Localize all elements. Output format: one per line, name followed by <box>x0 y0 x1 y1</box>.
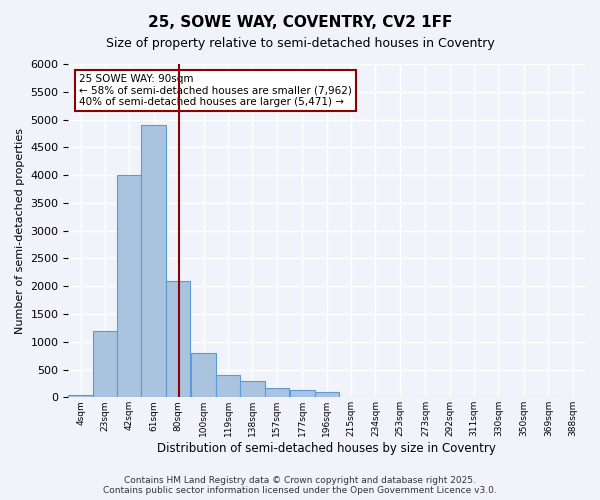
Text: Size of property relative to semi-detached houses in Coventry: Size of property relative to semi-detach… <box>106 38 494 51</box>
Bar <box>265 388 289 398</box>
Bar <box>142 125 166 398</box>
Text: 25 SOWE WAY: 90sqm
← 58% of semi-detached houses are smaller (7,962)
40% of semi: 25 SOWE WAY: 90sqm ← 58% of semi-detache… <box>79 74 352 107</box>
Bar <box>117 175 142 398</box>
Bar <box>314 392 339 398</box>
Bar <box>240 380 265 398</box>
Bar <box>191 353 216 398</box>
Text: Contains HM Land Registry data © Crown copyright and database right 2025.
Contai: Contains HM Land Registry data © Crown c… <box>103 476 497 495</box>
Bar <box>216 375 240 398</box>
Bar <box>166 280 190 398</box>
Bar <box>93 330 117 398</box>
Y-axis label: Number of semi-detached properties: Number of semi-detached properties <box>15 128 25 334</box>
Bar <box>290 390 314 398</box>
Bar <box>68 394 93 398</box>
Text: 25, SOWE WAY, COVENTRY, CV2 1FF: 25, SOWE WAY, COVENTRY, CV2 1FF <box>148 15 452 30</box>
X-axis label: Distribution of semi-detached houses by size in Coventry: Distribution of semi-detached houses by … <box>157 442 496 455</box>
